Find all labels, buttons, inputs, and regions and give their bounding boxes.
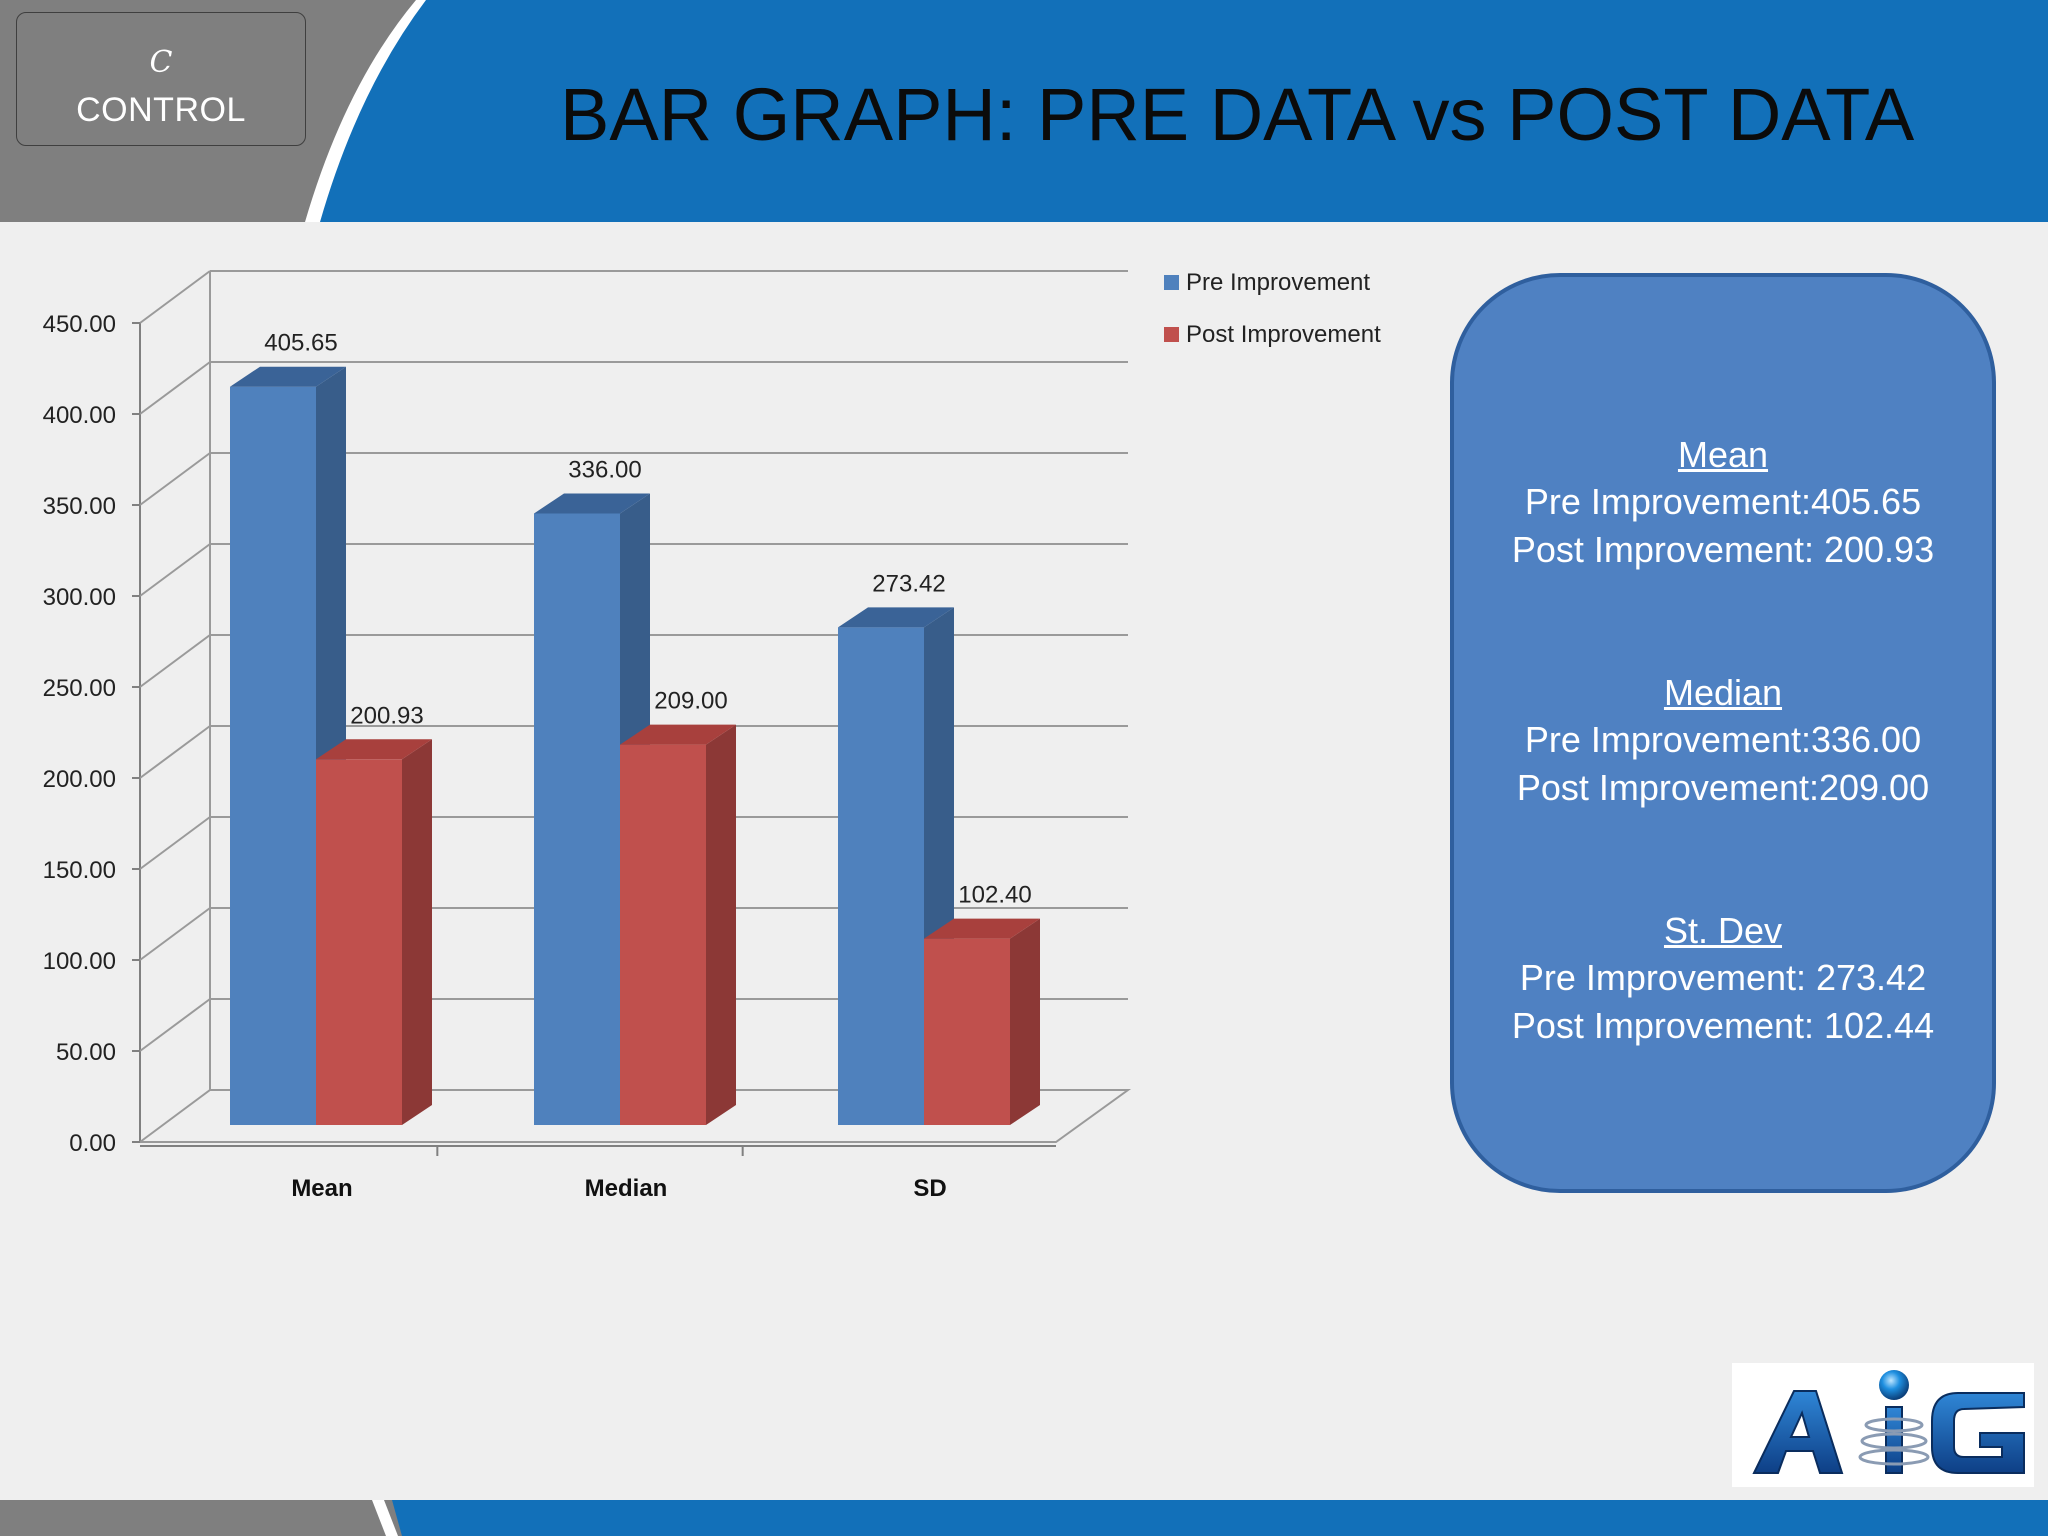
phase-letter: C bbox=[149, 45, 173, 80]
summary-post-value: Post Improvement: 102.44 bbox=[1511, 1005, 1935, 1046]
data-labels: 405.65 200.93 336.00 209.00 273.42 102.40 bbox=[264, 330, 1031, 909]
bar-top bbox=[838, 607, 954, 628]
bar-front bbox=[230, 386, 316, 1125]
phase-label: CONTROL bbox=[76, 91, 246, 129]
x-category-label: SD bbox=[913, 1175, 946, 1202]
x-category-label: Mean bbox=[291, 1175, 352, 1202]
logo-ring bbox=[1860, 1432, 1928, 1450]
data-label: 200.93 bbox=[350, 702, 423, 729]
bar-top bbox=[620, 724, 736, 745]
phase-badge: C CONTROL bbox=[16, 12, 306, 146]
y-tick-label: 50.00 bbox=[56, 1039, 116, 1066]
logo-globe bbox=[1879, 1370, 1909, 1400]
bar-top bbox=[534, 493, 650, 514]
bar-front bbox=[924, 938, 1010, 1125]
y-tick-label: 100.00 bbox=[43, 948, 116, 975]
bar-front bbox=[838, 627, 924, 1125]
company-logo bbox=[1732, 1363, 2034, 1487]
x-axis-tick-labels: Mean Median SD bbox=[291, 1146, 947, 1202]
y-tick-label: 350.00 bbox=[43, 493, 116, 520]
slide-title: BAR GRAPH: PRE DATA vs POST DATA bbox=[560, 73, 1915, 156]
bar-sd-post bbox=[924, 918, 1040, 1125]
bar-side bbox=[706, 724, 736, 1125]
y-tick-label: 150.00 bbox=[43, 857, 116, 884]
chart-legend: Pre Improvement Post Improvement bbox=[1164, 269, 1381, 348]
summary-heading: St. Dev bbox=[1663, 910, 1783, 951]
legend-swatch bbox=[1164, 327, 1179, 342]
bar-front bbox=[534, 513, 620, 1125]
logo-letter-a bbox=[1752, 1390, 1844, 1474]
summary-pre-value: Pre Improvement: 273.42 bbox=[1519, 957, 1927, 998]
y-tick-label: 250.00 bbox=[43, 675, 116, 702]
bar-mean-post bbox=[316, 739, 432, 1125]
footer-white-swoosh bbox=[372, 1500, 398, 1536]
summary-box: Mean Pre Improvement:405.65 Post Improve… bbox=[1450, 273, 1996, 1193]
bar-front bbox=[316, 759, 402, 1125]
chart-floor bbox=[136, 1089, 1132, 1143]
footer-blue-band bbox=[392, 1500, 2048, 1536]
y-tick-label: 0.00 bbox=[69, 1130, 116, 1157]
y-tick-label: 300.00 bbox=[43, 584, 116, 611]
gridline-diagonal bbox=[139, 270, 211, 324]
legend-swatch bbox=[1164, 275, 1179, 290]
gridline-diagonal bbox=[139, 816, 211, 870]
logo-ring bbox=[1858, 1448, 1930, 1466]
x-category-label: Median bbox=[585, 1175, 668, 1202]
data-label: 405.65 bbox=[264, 330, 337, 357]
aig-globe-logo-icon bbox=[1752, 1370, 2025, 1474]
data-label: 102.40 bbox=[958, 882, 1031, 909]
bar-top bbox=[316, 739, 432, 760]
bar-side bbox=[402, 739, 432, 1125]
y-tick-label: 400.00 bbox=[43, 402, 116, 429]
summary-post-value: Post Improvement: 200.93 bbox=[1511, 529, 1935, 570]
summary-median: Median Pre Improvement:336.00 Post Impro… bbox=[1454, 669, 1992, 812]
legend-label: Pre Improvement bbox=[1186, 269, 1370, 296]
data-label: 273.42 bbox=[872, 570, 945, 597]
gridline-diagonal bbox=[139, 543, 211, 597]
logo-ring bbox=[1864, 1417, 1924, 1433]
summary-stdev: St. Dev Pre Improvement: 273.42 Post Imp… bbox=[1454, 907, 1992, 1050]
bar-top bbox=[924, 918, 1040, 939]
summary-mean: Mean Pre Improvement:405.65 Post Improve… bbox=[1454, 431, 1992, 574]
summary-pre-value: Pre Improvement:405.65 bbox=[1524, 481, 1922, 522]
logo-letter-g bbox=[1931, 1392, 2025, 1474]
logo-letter-i bbox=[1885, 1406, 1903, 1474]
summary-heading: Median bbox=[1663, 672, 1783, 713]
gridline-diagonal bbox=[139, 361, 211, 415]
y-tick-label: 200.00 bbox=[43, 766, 116, 793]
data-label: 209.00 bbox=[654, 688, 727, 715]
header-white-swoosh bbox=[305, 0, 426, 222]
gridline-diagonal bbox=[139, 725, 211, 779]
legend-label: Post Improvement bbox=[1186, 321, 1381, 348]
bar-median-post bbox=[620, 724, 736, 1125]
header-blue-band bbox=[312, 0, 2048, 222]
chart-bars bbox=[230, 366, 1040, 1126]
y-tick-label: 450.00 bbox=[43, 311, 116, 338]
y-axis-tick-labels: 0.00 50.00 100.00 150.00 200.00 250.00 300.00 3… bbox=[43, 311, 140, 1157]
gridline-diagonal bbox=[139, 998, 211, 1052]
data-label: 336.00 bbox=[568, 456, 641, 483]
summary-pre-value: Pre Improvement:336.00 bbox=[1524, 719, 1922, 760]
bar-front bbox=[620, 744, 706, 1125]
bar-top bbox=[230, 366, 346, 387]
summary-heading: Mean bbox=[1677, 434, 1769, 475]
bar-side bbox=[1010, 918, 1040, 1125]
gridline-diagonal bbox=[139, 452, 211, 506]
summary-post-value: Post Improvement:209.00 bbox=[1516, 767, 1930, 808]
bar-chart: 0.00 50.00 100.00 150.00 200.00 250.00 300.00 3… bbox=[43, 269, 1381, 1202]
gridline-diagonal bbox=[139, 907, 211, 961]
gridline-diagonal bbox=[139, 634, 211, 688]
chart-walls bbox=[136, 271, 1132, 1147]
